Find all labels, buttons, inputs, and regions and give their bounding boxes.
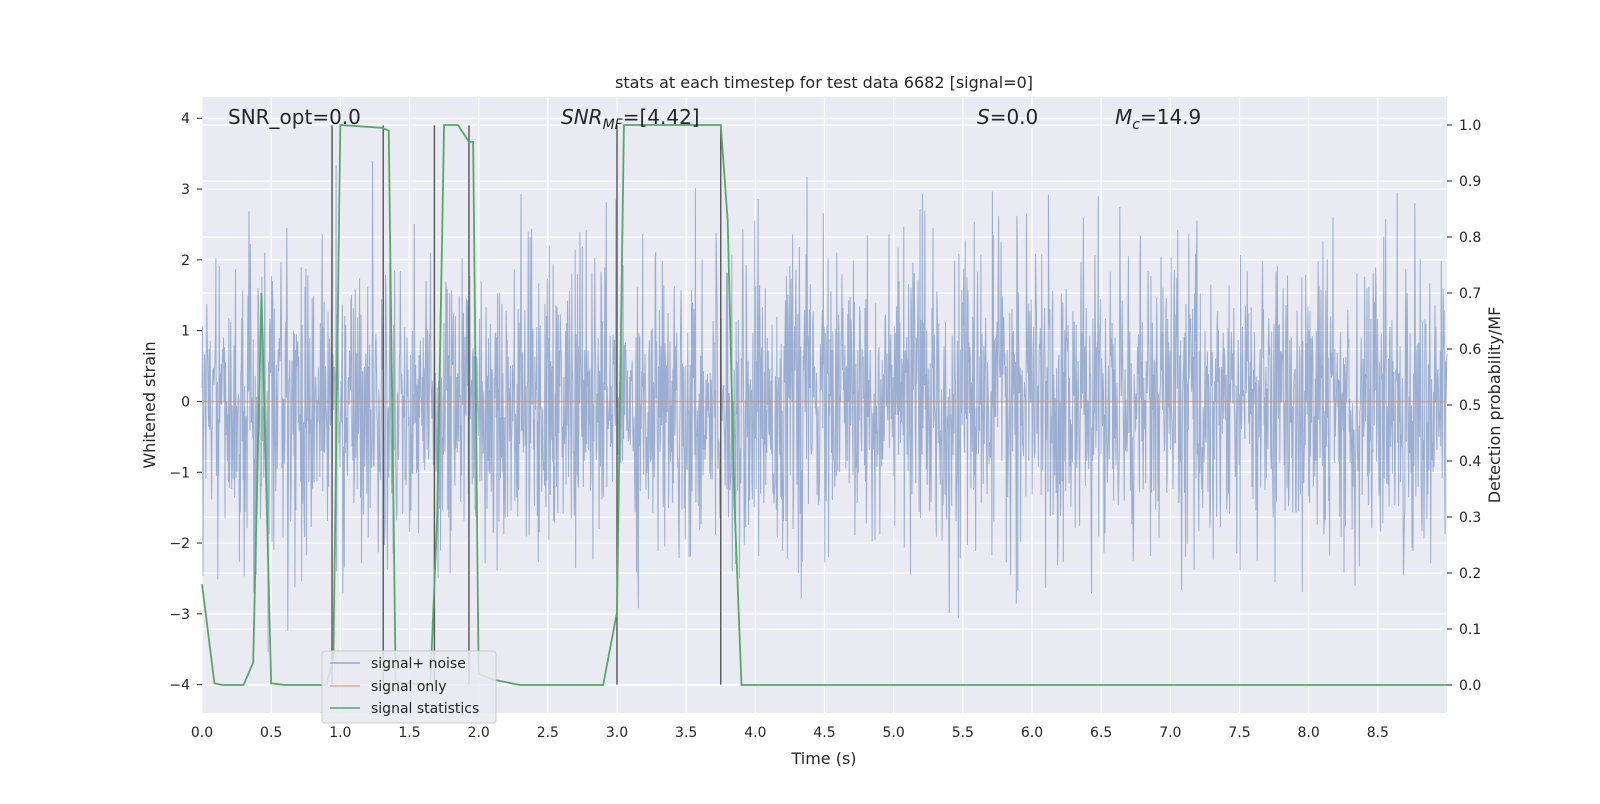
x-tick-label-7: 3.5 xyxy=(675,725,697,741)
y2-tick-label-10: 1.0 xyxy=(1459,118,1481,134)
x-tick-label-5: 2.5 xyxy=(537,725,559,741)
x-tick-label-4: 2.0 xyxy=(468,725,490,741)
x-tick-label-9: 4.5 xyxy=(813,725,835,741)
legend-label-signal-statistics: signal statistics xyxy=(371,701,479,717)
noise-line xyxy=(201,160,1448,653)
y2-tick-label-9: 0.9 xyxy=(1459,174,1481,190)
y2-tick-label-0: 0.0 xyxy=(1459,678,1481,694)
y2-tick-label-4: 0.4 xyxy=(1459,454,1481,470)
x-tick-label-3: 1.5 xyxy=(398,725,420,741)
y2-tick-label-1: 0.1 xyxy=(1459,622,1481,638)
y-tick-label-1: −3 xyxy=(169,607,190,623)
y-axis-ticks: −4 −3 −2 −1 0 1 2 3 4 xyxy=(169,111,202,694)
annotation-s: S=0.0 xyxy=(977,105,1038,129)
y-tick-label-2: −2 xyxy=(169,536,190,552)
y-tick-label-6: 2 xyxy=(181,253,190,269)
y2-tick-label-5: 0.5 xyxy=(1459,398,1481,414)
series-signal-noise xyxy=(201,160,1448,653)
x-tick-label-10: 5.0 xyxy=(883,725,905,741)
x-tick-label-11: 5.5 xyxy=(952,725,974,741)
series-signal-statistics xyxy=(201,124,1447,686)
x-tick-label-0: 0.0 xyxy=(191,725,213,741)
annotation-mc: Mc=14.9 xyxy=(1115,105,1201,133)
x-tick-label-13: 6.5 xyxy=(1090,725,1112,741)
annotation-snr-mf: SNRMF=[4.42] xyxy=(561,105,700,133)
x-tick-label-8: 4.0 xyxy=(744,725,766,741)
y-tick-label-3: −1 xyxy=(169,465,190,481)
legend: signal+ noise signal only signal statist… xyxy=(321,650,497,724)
annotation-mc-sub: c xyxy=(1132,117,1140,133)
y2-tick-label-8: 0.8 xyxy=(1459,230,1481,246)
vertical-markers xyxy=(331,125,722,685)
x-tick-label-6: 3.0 xyxy=(606,725,628,741)
annotation-s-value: =0.0 xyxy=(990,105,1039,129)
y-axis-label: Whitened strain xyxy=(140,341,159,468)
y-tick-label-5: 1 xyxy=(181,324,190,340)
chart-title: stats at each timestep for test data 668… xyxy=(615,73,1033,92)
x-tick-label-15: 7.5 xyxy=(1228,725,1250,741)
y-tick-label-7: 3 xyxy=(181,182,190,198)
x-tick-label-16: 8.0 xyxy=(1298,725,1320,741)
annotation-snr-mf-sub: MF xyxy=(603,117,624,133)
y2-tick-label-7: 0.7 xyxy=(1459,286,1481,302)
y-tick-label-0: −4 xyxy=(169,678,190,694)
legend-box xyxy=(321,650,497,724)
x-axis-ticks: 0.0 0.5 1.0 1.5 2.0 2.5 3.0 3.5 4.0 4.5 5.0 5.5 6.0 6… xyxy=(191,725,1389,741)
x-tick-label-1: 0.5 xyxy=(260,725,282,741)
annotation-mc-value: =14.9 xyxy=(1140,105,1201,129)
x-tick-label-2: 1.0 xyxy=(329,725,351,741)
x-tick-label-17: 8.5 xyxy=(1367,725,1389,741)
x-tick-label-14: 7.0 xyxy=(1159,725,1181,741)
annotation-snr-mf-value: =[4.42] xyxy=(623,105,700,129)
y-tick-label-8: 4 xyxy=(181,111,190,127)
y2-tick-label-6: 0.6 xyxy=(1459,342,1481,358)
x-tick-label-12: 6.0 xyxy=(1021,725,1043,741)
y-tick-label-4: 0 xyxy=(181,394,190,410)
annotation-snr-opt: SNR_opt=0.0 xyxy=(228,105,361,129)
annotation-s-symbol: S xyxy=(977,105,990,129)
legend-label-signal-noise: signal+ noise xyxy=(371,656,466,672)
y2-axis-label: Detection probability/MF xyxy=(1485,307,1504,504)
y2-axis-ticks: 0.0 0.1 0.2 0.3 0.4 0.5 0.6 0.7 0.8 0.9 1.0 xyxy=(1447,118,1481,694)
legend-label-signal-only: signal only xyxy=(371,679,446,695)
y2-tick-label-3: 0.3 xyxy=(1459,510,1481,526)
annotation-snr-mf-main: SNR xyxy=(561,105,603,129)
annotation-mc-symbol: M xyxy=(1115,105,1132,129)
x-axis-label: Time (s) xyxy=(790,749,856,768)
signal-statistics-line xyxy=(201,124,1447,686)
y2-tick-label-2: 0.2 xyxy=(1459,566,1481,582)
